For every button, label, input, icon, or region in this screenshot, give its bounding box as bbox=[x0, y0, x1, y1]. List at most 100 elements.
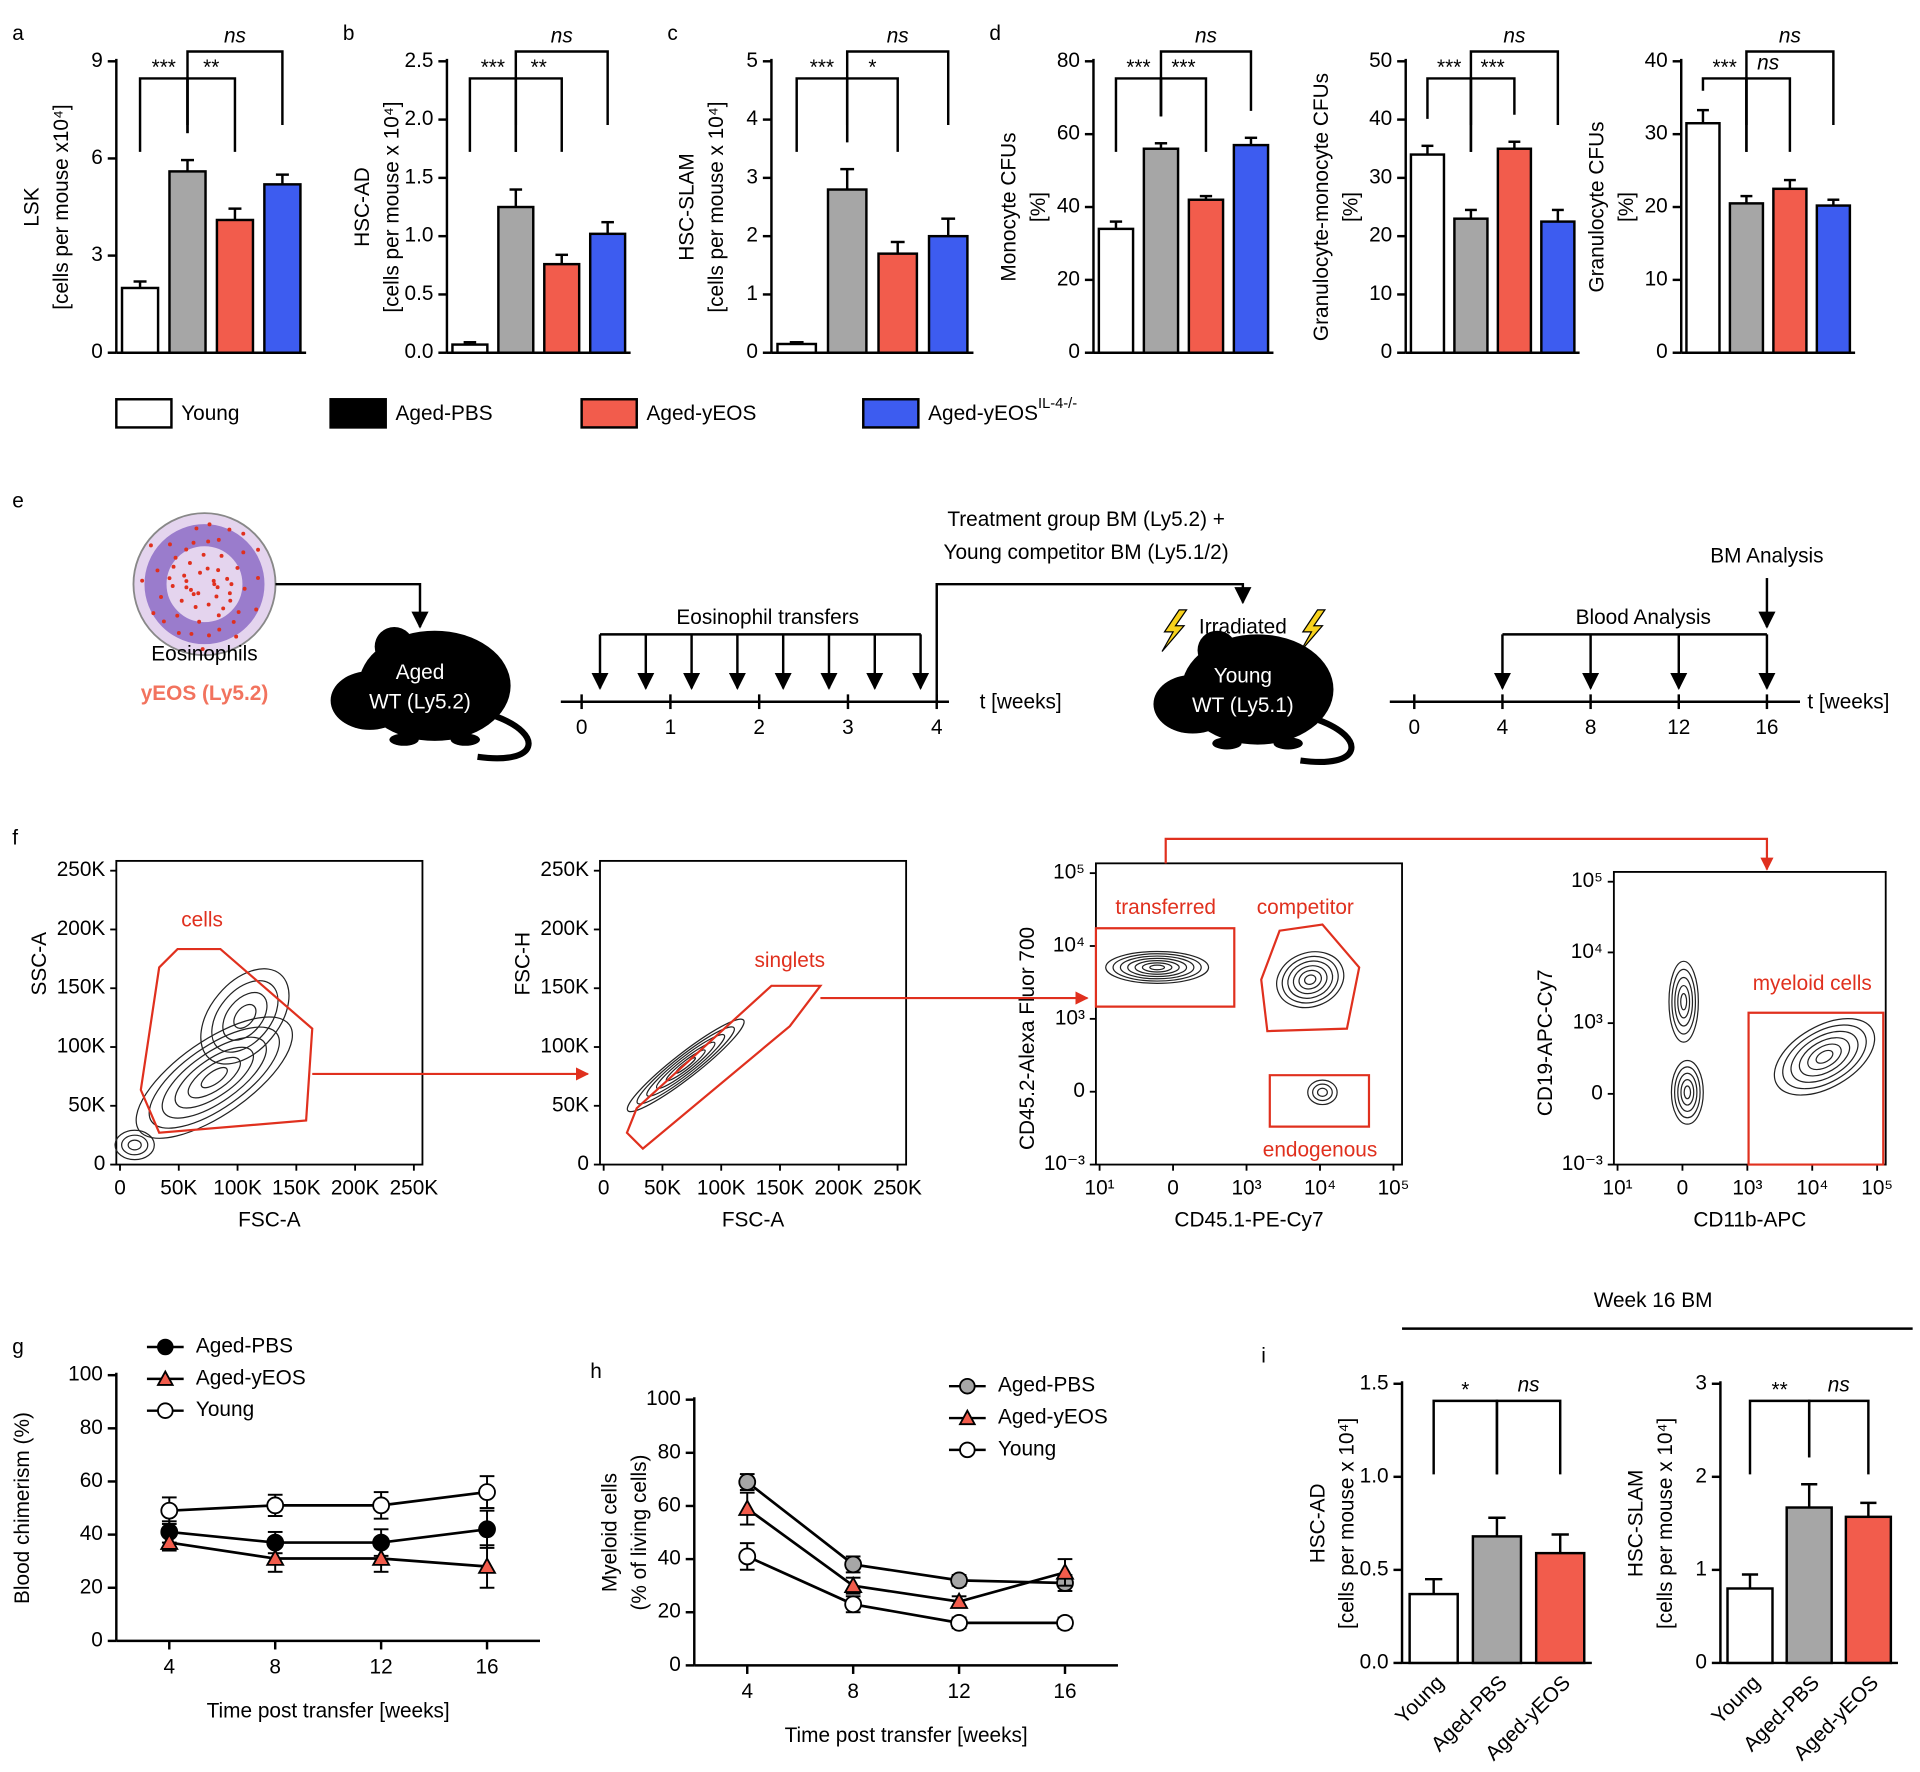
y-tick-label: 50K bbox=[68, 1093, 105, 1116]
series-line bbox=[169, 1527, 488, 1544]
significance-bracket bbox=[186, 50, 284, 125]
y-tick-label: 0 bbox=[1695, 1650, 1707, 1673]
y-axis-label: SSC-A bbox=[28, 932, 51, 996]
contour bbox=[1105, 950, 1210, 984]
contour bbox=[1304, 974, 1317, 985]
legend-swatch bbox=[862, 398, 920, 429]
x-axis-label: FSC-A bbox=[238, 1208, 301, 1231]
granule bbox=[188, 587, 193, 592]
treatment-label: Treatment group BM (Ly5.2) + bbox=[947, 508, 1225, 531]
y-axis-label-2: [cells per mouse x 10⁴] bbox=[1654, 1418, 1677, 1629]
granule bbox=[176, 630, 181, 635]
granule bbox=[179, 598, 184, 603]
granule bbox=[168, 542, 172, 547]
granule bbox=[228, 598, 233, 603]
plot-frame bbox=[599, 859, 908, 1166]
granule bbox=[219, 553, 224, 558]
bar bbox=[215, 218, 255, 354]
y-tick-label: 0.5 bbox=[1360, 1557, 1389, 1580]
y-axis-label: HSC-AD bbox=[351, 167, 374, 247]
x-tick-label: 10⁵ bbox=[1378, 1177, 1410, 1200]
y-tick-label: 2.5 bbox=[405, 49, 434, 72]
legend-marker bbox=[959, 1377, 976, 1395]
significance-label: ** bbox=[203, 56, 219, 79]
x-tick-label: 50K bbox=[644, 1177, 681, 1200]
significance-bracket bbox=[1495, 1399, 1562, 1475]
y-tick-label: 50 bbox=[1369, 49, 1392, 72]
significance-bracket bbox=[845, 50, 950, 125]
y-tick-label: 60 bbox=[1057, 122, 1080, 145]
y-tick-label: 3 bbox=[91, 243, 103, 266]
point bbox=[950, 1571, 968, 1590]
x-tick-label: 150K bbox=[756, 1177, 805, 1200]
legend-marker bbox=[958, 1408, 977, 1426]
x-axis-label: CD45.1-PE-Cy7 bbox=[1174, 1208, 1323, 1231]
y-axis-label-2: [cells per mouse x 10⁴] bbox=[381, 101, 404, 312]
cell-source: yEOS (Ly5.2) bbox=[141, 682, 269, 705]
granule bbox=[231, 619, 236, 624]
y-tick-label: 0.0 bbox=[405, 340, 434, 363]
x-tick-label: 10⁴ bbox=[1796, 1177, 1828, 1200]
y-tick-label: 0 bbox=[1073, 1079, 1085, 1102]
x-tick-label: 250K bbox=[390, 1177, 439, 1200]
bar bbox=[1187, 198, 1225, 354]
y-tick-label: 200K bbox=[57, 917, 106, 940]
significance-bracket bbox=[468, 77, 518, 152]
bar bbox=[1471, 1535, 1523, 1665]
y-tick-label: 4 bbox=[746, 107, 758, 130]
x-tick-label: 12 bbox=[370, 1655, 393, 1678]
gate-label: cells bbox=[181, 908, 223, 931]
granule bbox=[216, 613, 221, 618]
significance-label: *** bbox=[1126, 56, 1150, 79]
contour bbox=[211, 980, 279, 1053]
legend-label: Aged-PBS bbox=[196, 1335, 293, 1358]
granule bbox=[205, 566, 210, 571]
gate-label: competitor bbox=[1257, 896, 1354, 919]
point bbox=[478, 1520, 496, 1539]
bar bbox=[168, 170, 207, 354]
y-tick-label: 0 bbox=[746, 340, 758, 363]
y-tick-label: 80 bbox=[1057, 49, 1080, 72]
x-tick-label: 0 bbox=[114, 1177, 126, 1200]
plot-frame bbox=[1095, 862, 1403, 1166]
point bbox=[160, 1501, 179, 1520]
contour bbox=[1112, 953, 1202, 982]
y-tick-label: 10 bbox=[1369, 282, 1392, 305]
significance-label: ns bbox=[1503, 24, 1525, 47]
legend-label: Aged-yEOS bbox=[998, 1406, 1108, 1429]
y-tick-label: 10⁵ bbox=[1053, 861, 1085, 884]
contour bbox=[187, 1056, 241, 1099]
y-tick-label: 80 bbox=[80, 1416, 103, 1439]
y-tick-label: 0 bbox=[669, 1653, 681, 1676]
granule bbox=[236, 610, 241, 615]
contour bbox=[1276, 951, 1345, 1009]
y-axis-label-2: [cells per mouse x 10⁴] bbox=[1336, 1418, 1359, 1629]
contour bbox=[1790, 1030, 1859, 1083]
contour bbox=[1798, 1037, 1851, 1077]
panel-label: b bbox=[343, 22, 355, 45]
y-tick-label: 10⁻³ bbox=[1562, 1152, 1603, 1175]
point bbox=[949, 1591, 969, 1609]
gate bbox=[139, 947, 314, 1134]
y-axis-label: Myeloid cells bbox=[599, 1473, 622, 1592]
bar bbox=[877, 252, 919, 354]
contour bbox=[1287, 960, 1334, 999]
y-tick-label: 100 bbox=[646, 1387, 681, 1410]
transfers-label: Eosinophil transfers bbox=[676, 606, 859, 629]
timeline-tick-label: 12 bbox=[1667, 716, 1690, 739]
legend-marker bbox=[157, 1338, 174, 1356]
point bbox=[266, 1496, 285, 1515]
mouse-foot bbox=[1212, 737, 1242, 750]
granule bbox=[201, 552, 206, 557]
contour bbox=[148, 1026, 281, 1129]
significance-label: *** bbox=[1713, 56, 1737, 79]
significance-label: ns bbox=[224, 24, 246, 47]
y-axis-label-2: [cells per mouse x10⁴] bbox=[50, 104, 73, 309]
bar bbox=[1772, 187, 1808, 354]
significance-label: ** bbox=[531, 56, 547, 79]
point bbox=[478, 1483, 496, 1501]
significance-label: ns bbox=[1828, 1374, 1850, 1397]
granule bbox=[200, 647, 205, 651]
y-axis-label: CD19-APC-Cy7 bbox=[1534, 969, 1557, 1116]
legend-label: Aged-yEOSIL-4-/- bbox=[928, 396, 1077, 424]
